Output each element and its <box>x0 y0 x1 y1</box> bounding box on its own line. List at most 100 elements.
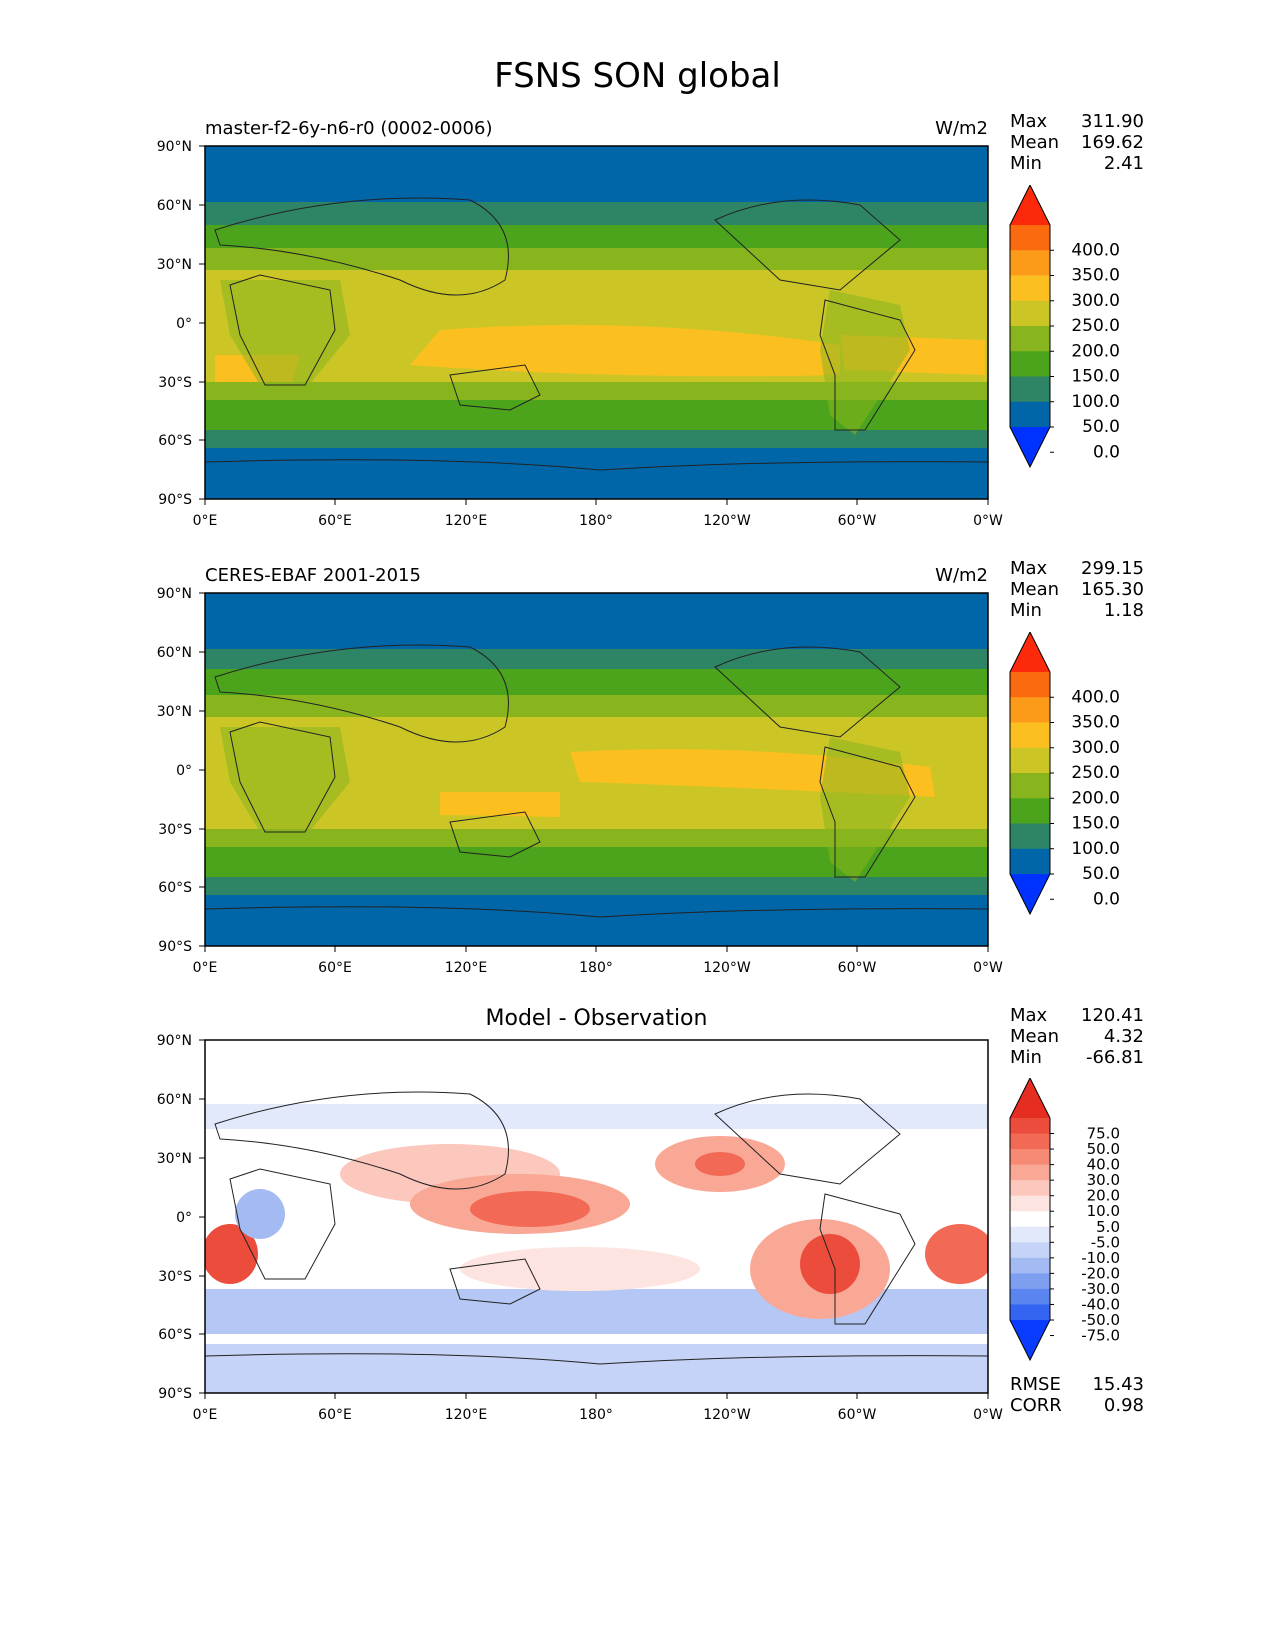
lon-tick-label: 120°W <box>703 960 751 976</box>
colorbar-label: 100.0 <box>1071 839 1120 859</box>
colorbar-extend-min <box>1010 874 1050 914</box>
lat-tick-label: 30°S <box>158 822 192 838</box>
lat-tick-label: 90°N <box>157 139 192 155</box>
colorbar-segment <box>1010 376 1050 403</box>
panel1-stat-max: Max 311.90 <box>1010 111 1144 132</box>
colorbar-segment <box>1010 1304 1050 1321</box>
lat-tick-label: 60°N <box>157 198 192 214</box>
lon-tick-label: 180° <box>579 1407 613 1423</box>
panel2-stat-max: Max 299.15 <box>1010 558 1144 579</box>
lon-tick-label: 120°W <box>703 513 751 529</box>
panel2-stats: Max 299.15 Mean 165.30 Min 1.18 <box>1010 558 1144 621</box>
colorbar-label: 400.0 <box>1071 687 1120 707</box>
lon-tick-label: 120°E <box>445 513 488 529</box>
colorbar-extend-max <box>1010 632 1050 672</box>
panel3-map: 90°N 60°N 30°N 0° 30°S 60°S 90°S 0°E 60°… <box>157 1033 1003 1423</box>
colorbar-segment <box>1010 672 1050 698</box>
lon-tick-label: 180° <box>579 960 613 976</box>
lat-tick-label: 60°S <box>158 880 192 896</box>
lon-tick-label: 0°E <box>193 960 218 976</box>
lat-tick-label: 30°N <box>157 257 192 273</box>
colorbar-segment <box>1010 1242 1050 1259</box>
lat-tick-label: 0° <box>176 763 192 779</box>
colorbar-label: 20.0 <box>1087 1187 1120 1205</box>
panel3-corr: CORR 0.98 <box>1010 1395 1144 1416</box>
figure-title: FSNS SON global <box>494 56 781 96</box>
colorbar-segment <box>1010 722 1050 749</box>
colorbar-segment <box>1010 1149 1050 1166</box>
colorbar-label: 350.0 <box>1071 713 1120 733</box>
colorbar-segment <box>1010 1257 1050 1274</box>
colorbar-segment <box>1010 250 1050 276</box>
colorbar-label: 75.0 <box>1087 1125 1120 1143</box>
colorbar-label: 350.0 <box>1071 266 1120 286</box>
colorbar-segment <box>1010 798 1050 824</box>
colorbar-label: 50.0 <box>1082 417 1120 437</box>
lat-tick-label: 90°N <box>157 586 192 602</box>
lat-tick-label: 30°S <box>158 375 192 391</box>
colorbar-segment <box>1010 1118 1050 1135</box>
panel3-colorbar: 75.050.040.030.020.010.05.0-5.0-10.0-20.… <box>1009 1078 1120 1362</box>
colorbar-label: 0.0 <box>1093 442 1120 462</box>
colorbar-segment <box>1010 1273 1050 1290</box>
colorbar-label: 300.0 <box>1071 291 1120 311</box>
colorbar-label: -5.0 <box>1091 1233 1120 1251</box>
panel1-lat-axis: 90°N 60°N 30°N 0° 30°S 60°S 90°S <box>157 139 205 508</box>
colorbar-label: -10.0 <box>1081 1249 1120 1267</box>
colorbar-label: 40.0 <box>1087 1156 1120 1174</box>
panel2-colorbar: 400.0 350.0 300.0 250.0 200.0 150.0 100.0 50.0 0… <box>1009 632 1120 916</box>
panel1-title: master-f2-6y-n6-r0 (0002-0006) <box>205 118 493 139</box>
lat-tick-label: 0° <box>176 316 192 332</box>
colorbar-label: 200.0 <box>1071 341 1120 361</box>
colorbar-label: 30.0 <box>1087 1171 1120 1189</box>
colorbar-segment <box>1010 1226 1050 1243</box>
colorbar-label: 100.0 <box>1071 392 1120 412</box>
lat-tick-label: 60°S <box>158 1327 192 1343</box>
colorbar-segment <box>1010 1133 1050 1150</box>
panel3-lat-axis: 90°N 60°N 30°N 0° 30°S 60°S 90°S <box>157 1033 205 1402</box>
colorbar-segment <box>1010 773 1050 799</box>
colorbar-label: 150.0 <box>1071 814 1120 834</box>
lat-tick-label: 30°N <box>157 704 192 720</box>
colorbar-segment <box>1010 300 1050 327</box>
colorbar-segment <box>1010 351 1050 377</box>
colorbar-extend-min <box>1010 1320 1050 1360</box>
colorbar-segment <box>1010 275 1050 302</box>
colorbar-segment <box>1010 1211 1050 1228</box>
lon-tick-label: 60°W <box>838 960 877 976</box>
panel2-lat-axis: 90°N 60°N 30°N 0° 30°S 60°S 90°S <box>157 586 205 955</box>
lon-tick-label: 60°E <box>318 1407 352 1423</box>
colorbar-label: -75.0 <box>1081 1327 1120 1345</box>
panel3-metrics: RMSE 15.43 CORR 0.98 <box>1010 1374 1144 1416</box>
colorbar-segment <box>1010 1195 1050 1212</box>
colorbar-label: 250.0 <box>1071 316 1120 336</box>
colorbar-extend-max <box>1010 185 1050 225</box>
colorbar-label: 0.0 <box>1093 889 1120 909</box>
colorbar-segment <box>1010 401 1050 428</box>
colorbar-segment <box>1010 848 1050 875</box>
panel3-lon-axis: 0°E 60°E 120°E 180° 120°W 60°W 0°W <box>193 1393 1003 1423</box>
lon-tick-label: 0°E <box>193 1407 218 1423</box>
panel3-rmse: RMSE 15.43 <box>1010 1374 1144 1395</box>
panel2-map: 90°N 60°N 30°N 0° 30°S 60°S 90°S 0°E 60°… <box>157 586 1003 976</box>
panel3-stat-max: Max 120.41 <box>1010 1005 1144 1026</box>
panel2-lon-axis: 0°E 60°E 120°E 180° 120°W 60°W 0°W <box>193 946 1003 976</box>
panel1-stat-min: Min 2.41 <box>1010 153 1144 174</box>
panel3-stat-min: Min -66.81 <box>1010 1047 1144 1068</box>
colorbar-segment <box>1010 225 1050 251</box>
colorbar-extend-min <box>1010 427 1050 467</box>
panel2-title: CERES-EBAF 2001-2015 <box>205 565 421 586</box>
lon-tick-label: 120°E <box>445 960 488 976</box>
lon-tick-label: 0°W <box>973 513 1003 529</box>
panel3-stat-mean: Mean 4.32 <box>1010 1026 1144 1047</box>
lat-tick-label: 60°N <box>157 1092 192 1108</box>
colorbar-segment <box>1010 823 1050 850</box>
colorbar-label: 400.0 <box>1071 240 1120 260</box>
lat-tick-label: 60°N <box>157 645 192 661</box>
colorbar-segment <box>1010 1164 1050 1181</box>
colorbar-label: 5.0 <box>1096 1218 1120 1236</box>
lat-tick-label: 30°N <box>157 1151 192 1167</box>
colorbar-label: 50.0 <box>1087 1140 1120 1158</box>
panel3-field <box>205 1040 988 1393</box>
colorbar-label: 250.0 <box>1071 763 1120 783</box>
